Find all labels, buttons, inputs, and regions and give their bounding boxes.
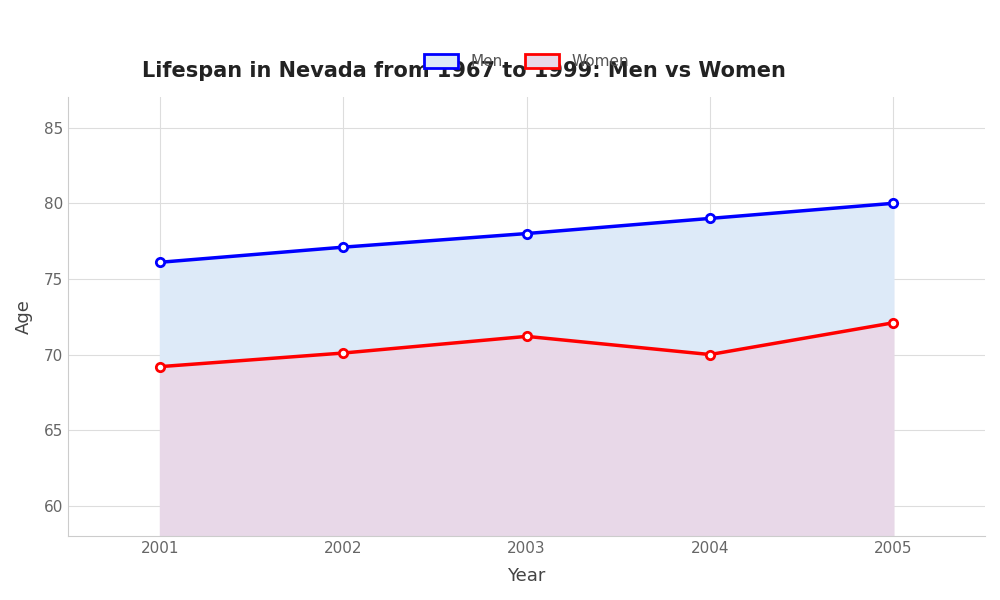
Legend: Men, Women: Men, Women [418,48,635,76]
Text: Lifespan in Nevada from 1967 to 1999: Men vs Women: Lifespan in Nevada from 1967 to 1999: Me… [142,61,786,80]
X-axis label: Year: Year [507,567,546,585]
Y-axis label: Age: Age [15,299,33,334]
